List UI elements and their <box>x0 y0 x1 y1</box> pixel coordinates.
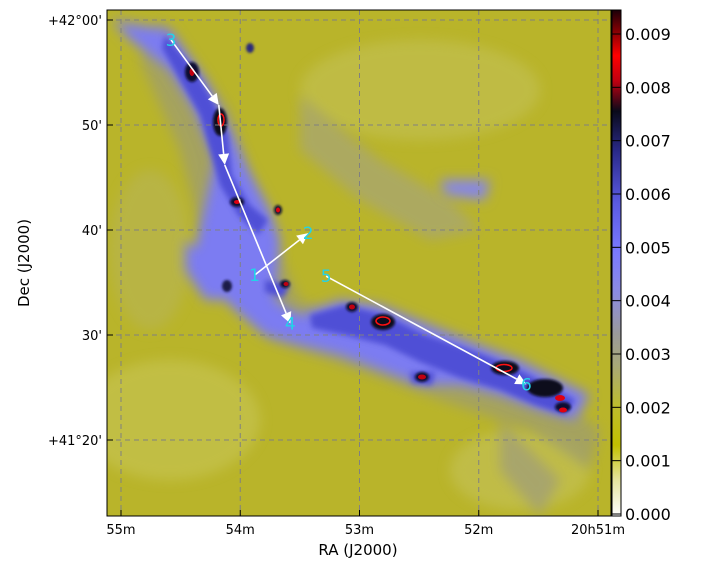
y-axis-title: Dec (J2000) <box>15 219 33 307</box>
x-axis-title: RA (J2000) <box>318 541 397 559</box>
colorbar-tick-label: 0.003 <box>625 345 671 364</box>
x-tick-label: 20h51m <box>571 523 625 538</box>
arrow-head <box>296 233 309 245</box>
x-axis: 55m 54m 53m 52m 20h51m <box>106 510 625 538</box>
arrow-line <box>325 275 518 380</box>
colorbar-tick-label: 0.006 <box>625 185 671 204</box>
point-label-2: 2 <box>303 224 314 244</box>
point-label-1: 1 <box>249 266 260 286</box>
colorbar-tick-label: 0.000 <box>625 505 671 524</box>
colorbar-tick-label: 0.002 <box>625 398 671 417</box>
colorbar-tick-label: 0.001 <box>625 452 671 471</box>
y-tick-label: 50' <box>82 119 102 134</box>
arrow-head <box>207 92 219 106</box>
arrow-line <box>224 164 287 314</box>
point-label-4: 4 <box>285 314 296 334</box>
x-tick-label: 54m <box>226 523 255 538</box>
x-tick-label: 55m <box>106 523 135 538</box>
x-tick-label: 52m <box>464 523 493 538</box>
colorbar: 0.009 0.008 0.007 0.006 0.005 0.004 0.003 0.002… <box>611 9 671 524</box>
arrow-head <box>218 153 230 165</box>
y-axis: +42°00' 50' 40' 30' +41°20' <box>48 14 113 449</box>
point-label-6: 6 <box>521 375 532 395</box>
y-tick-label: 40' <box>82 224 102 239</box>
colorbar-tick-label: 0.009 <box>625 25 671 44</box>
y-tick-label: +42°00' <box>48 14 102 29</box>
colorbar-gradient <box>611 9 622 517</box>
colorbar-ticks: 0.009 0.008 0.007 0.006 0.005 0.004 0.003 0.002… <box>612 25 671 524</box>
arrow-line <box>170 39 213 97</box>
arrows-layer <box>170 39 527 385</box>
point-label-3: 3 <box>166 31 177 51</box>
x-tick-label: 53m <box>345 523 374 538</box>
arrow-line <box>254 239 301 276</box>
point-labels-layer: 1 2 3 4 5 6 <box>166 31 532 395</box>
colorbar-tick-label: 0.004 <box>625 292 671 311</box>
arrow-head <box>514 374 527 385</box>
point-label-5: 5 <box>321 267 332 287</box>
colorbar-tick-label: 0.005 <box>625 238 671 257</box>
y-tick-label: +41°20' <box>48 434 102 449</box>
colorbar-tick-label: 0.008 <box>625 78 671 97</box>
arrow-line <box>217 104 225 155</box>
colorbar-tick-label: 0.007 <box>625 132 671 151</box>
y-tick-label: 30' <box>82 329 102 344</box>
grid-lines <box>107 10 611 516</box>
arrow-head <box>281 311 292 324</box>
